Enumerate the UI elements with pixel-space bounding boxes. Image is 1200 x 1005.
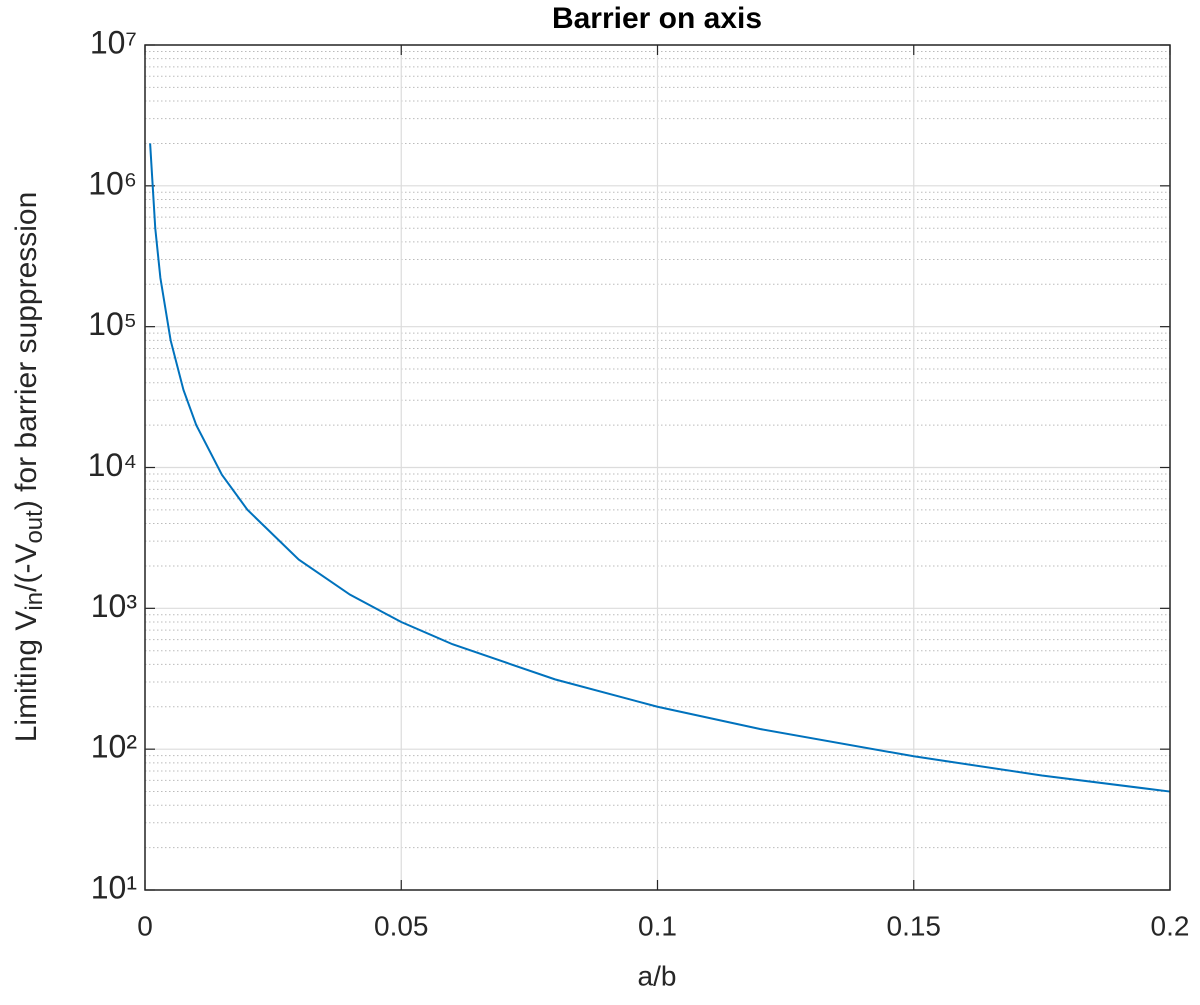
- x-tick-label: 0.15: [887, 910, 942, 941]
- chart-title: Barrier on axis: [552, 2, 762, 35]
- y-label-part: /(-V: [10, 544, 43, 592]
- y-label-subscript: out: [21, 510, 48, 544]
- y-tick-label: 10⁷: [90, 24, 137, 60]
- x-tick-label: 0: [137, 910, 153, 941]
- plot-frame: [144, 44, 1171, 891]
- y-tick-label: 10⁵: [88, 306, 137, 342]
- y-label-part: ) for barrier suppression: [10, 192, 43, 510]
- y-tick-label: 10⁴: [88, 447, 137, 483]
- y-tick-label: 10⁶: [88, 165, 137, 201]
- x-tick-label: 0.05: [374, 910, 429, 941]
- y-tick-label: 10²: [91, 729, 138, 765]
- y-tick-label: 10¹: [91, 869, 137, 905]
- x-tick-label: 0.2: [1151, 910, 1190, 941]
- y-label-part: Limiting V: [10, 611, 43, 743]
- data-line: [149, 143, 1171, 793]
- y-tick-label: 10³: [91, 588, 138, 624]
- y-axis-label: Limiting Vin/(-Vout) for barrier suppres…: [10, 192, 48, 743]
- x-axis-label: a/b: [638, 960, 677, 991]
- x-tick-label: 0.1: [638, 910, 677, 941]
- y-label-subscript: in: [21, 592, 48, 611]
